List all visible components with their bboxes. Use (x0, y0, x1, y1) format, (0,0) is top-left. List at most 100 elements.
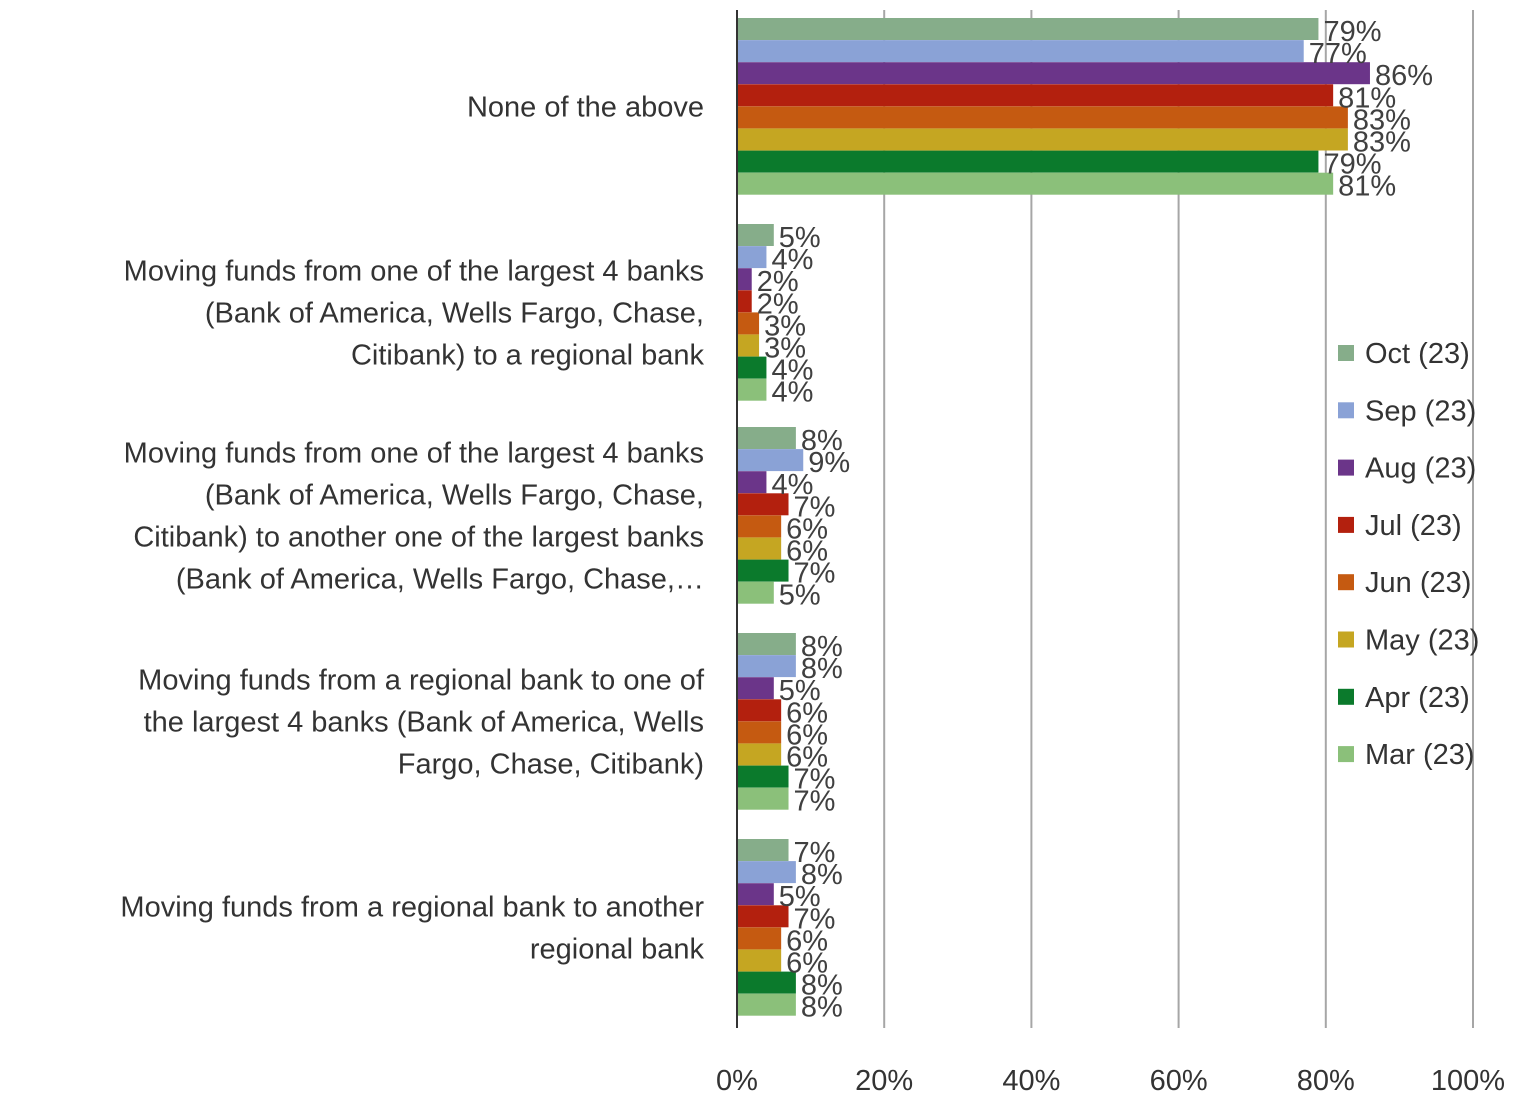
bar (737, 150, 1319, 173)
data-label: 4% (771, 469, 813, 501)
legend-swatch (1338, 574, 1354, 591)
data-label: 7% (794, 558, 836, 590)
bar (737, 537, 782, 560)
bar (737, 949, 782, 972)
bar (737, 861, 796, 884)
bar (737, 559, 789, 582)
legend-label: Aug (23) (1365, 453, 1476, 485)
data-label: 8% (801, 859, 843, 891)
data-label: 5% (779, 881, 821, 913)
data-label: 7% (794, 764, 836, 796)
category-label: Citibank) to another one of the largest … (133, 521, 704, 553)
data-label: 5% (779, 580, 821, 612)
legend-label: Jun (23) (1365, 567, 1471, 599)
data-label: 6% (786, 697, 828, 729)
category-label: (Bank of America, Wells Fargo, Chase, (205, 297, 704, 329)
category-label: Moving funds from one of the largest 4 b… (124, 255, 704, 287)
data-label: 9% (808, 447, 850, 479)
bar (737, 84, 1334, 107)
bar (737, 905, 789, 928)
legend-swatch (1338, 631, 1354, 648)
x-tick-label: 0% (716, 1065, 758, 1093)
bar (737, 62, 1370, 85)
bar (737, 128, 1348, 151)
legend-label: Sep (23) (1365, 395, 1476, 427)
bar (737, 40, 1304, 63)
data-label: 6% (786, 719, 828, 751)
bar (737, 449, 804, 472)
bar (737, 246, 767, 269)
x-tick-label: 20% (855, 1065, 913, 1093)
data-label: 3% (764, 310, 806, 342)
data-label: 6% (786, 948, 828, 980)
data-label: 7% (794, 837, 836, 869)
x-tick-label: 60% (1150, 1065, 1208, 1093)
category-label: None of the above (467, 91, 704, 123)
category-label: (Bank of America, Wells Fargo, Chase,… (176, 563, 704, 595)
bar (737, 581, 774, 604)
bar (737, 268, 752, 291)
data-label: 8% (801, 631, 843, 663)
legend-swatch (1338, 459, 1354, 476)
data-label: 6% (786, 513, 828, 545)
data-label: 2% (757, 288, 799, 320)
bar (737, 839, 789, 861)
bar (737, 515, 782, 538)
bar (737, 356, 767, 379)
bar (737, 312, 760, 335)
bar (737, 224, 774, 246)
category-label: Moving funds from a regional bank to one… (138, 664, 705, 696)
bar (737, 787, 789, 810)
legend-label: Apr (23) (1365, 682, 1470, 714)
data-label: 8% (801, 425, 843, 457)
bar (737, 493, 789, 516)
bar (737, 378, 767, 401)
bar (737, 677, 774, 700)
data-label: 5% (779, 675, 821, 707)
x-tick-label: 100% (1431, 1065, 1505, 1093)
data-label: 4% (771, 244, 813, 276)
bar (737, 765, 789, 788)
data-label: 8% (801, 970, 843, 1002)
bar (737, 721, 782, 744)
bar (737, 471, 767, 494)
data-label: 77% (1309, 38, 1367, 70)
x-tick-labels: 0% 20% 40% 60% 80% 100% (716, 1065, 1505, 1093)
bar (737, 743, 782, 766)
data-label: 83% (1353, 127, 1411, 159)
data-label: 79% (1323, 149, 1381, 181)
legend-label: Jul (23) (1365, 510, 1462, 542)
data-labels: 79%77%86%81%83%83%79%81%5%4%2%2%3%3%4%4%… (757, 16, 1433, 1024)
category-label: Moving funds from a regional bank to ano… (120, 891, 704, 923)
data-label: 6% (786, 742, 828, 774)
data-label: 7% (794, 903, 836, 935)
data-label: 5% (779, 222, 821, 254)
data-label: 86% (1375, 60, 1433, 92)
bar (737, 655, 796, 678)
category-label: Moving funds from one of the largest 4 b… (124, 437, 704, 469)
data-label: 7% (794, 491, 836, 523)
bar (737, 334, 760, 357)
bar (737, 993, 796, 1016)
category-label: Fargo, Chase, Citibank) (398, 748, 704, 780)
legend-swatch (1338, 688, 1354, 705)
legend-swatch (1338, 516, 1354, 533)
category-label: (Bank of America, Wells Fargo, Chase, (205, 479, 704, 511)
category-label: regional bank (530, 933, 705, 965)
data-label: 4% (771, 377, 813, 409)
x-tick-label: 40% (1002, 1065, 1060, 1093)
data-label: 6% (786, 925, 828, 957)
data-label: 4% (771, 355, 813, 387)
x-tick-label: 80% (1297, 1065, 1355, 1093)
legend: Oct (23) Sep (23) Aug (23) Jul (23) Jun (23)… (1338, 338, 1479, 771)
legend-label: Mar (23) (1365, 739, 1475, 771)
data-label: 2% (757, 266, 799, 298)
bar (737, 633, 796, 655)
bar (737, 106, 1348, 129)
bar (737, 427, 796, 449)
data-label: 8% (801, 653, 843, 685)
bar (737, 699, 782, 722)
data-label: 6% (786, 536, 828, 568)
